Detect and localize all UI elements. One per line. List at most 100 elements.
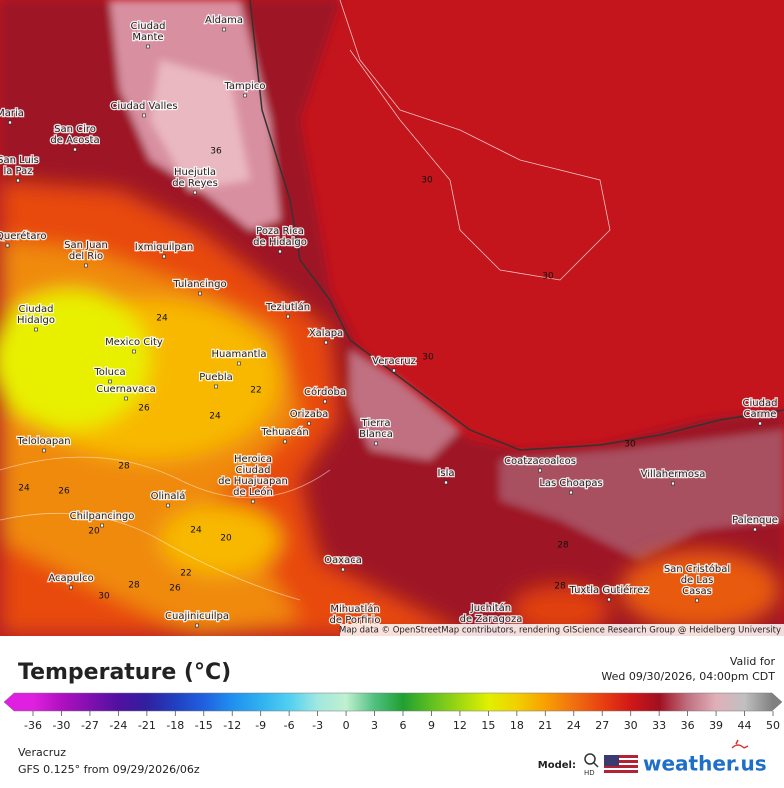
colorbar-tick-label: 18 (510, 719, 524, 732)
city-label: del Rio (69, 251, 103, 262)
city-marker (42, 448, 46, 453)
isotherm (0, 456, 331, 601)
city-label: Ciudad (743, 398, 778, 409)
city-label: Oaxaca (324, 555, 362, 566)
city-label: Isla (437, 468, 454, 479)
colorbar-tick-label: -15 (195, 719, 213, 732)
city-label: Las Choapas (539, 478, 602, 489)
contour-label: 22 (250, 386, 261, 396)
city-marker (341, 567, 345, 572)
warm-zone (510, 585, 610, 635)
colorbar-tick-label: -18 (166, 719, 184, 732)
lowland (350, 350, 460, 460)
city-label: de Zaragoza (460, 614, 523, 625)
city-label: Heroica (234, 454, 272, 465)
city-marker (569, 490, 573, 495)
city-marker (142, 113, 146, 118)
city-marker (374, 441, 378, 446)
flag (604, 755, 638, 775)
colorbar-tick-label: 9 (428, 719, 435, 732)
city-marker (758, 421, 762, 426)
city-marker (278, 249, 282, 254)
colorbar-tick-label: 50 (766, 719, 780, 732)
city-label: San Ciro (54, 124, 96, 135)
city-label: Hidalgo (17, 315, 55, 326)
city-label: Ciudad Valles (110, 101, 177, 112)
colorbar-tick-label: -24 (109, 719, 127, 732)
isotherm (339, 0, 611, 281)
city-label: de Hidalgo (253, 237, 307, 248)
city-marker (198, 291, 202, 296)
city-marker (100, 523, 104, 528)
contour-label: 24 (190, 526, 202, 536)
colorbar-tick-label: 21 (538, 719, 552, 732)
model-label: Model: (538, 760, 576, 771)
city-marker (444, 480, 448, 485)
city-label: Tampico (223, 81, 265, 92)
contour-label: 30 (98, 592, 110, 602)
city-label: Ciudad (131, 21, 166, 32)
attribution-bg (340, 624, 784, 636)
warm-zone (620, 550, 780, 630)
city-marker (16, 178, 20, 183)
valid-label: Valid for (730, 655, 776, 668)
city-marker (84, 263, 88, 268)
city-marker (124, 396, 128, 401)
city-label: Olinalá (151, 490, 186, 502)
contour-label: 24 (156, 314, 168, 324)
contour-label: 30 (422, 353, 434, 363)
city-label: Tuxtla Gutiérrez (568, 584, 648, 596)
city-label: Teloloapan (16, 436, 70, 447)
city-label: San Luis (0, 155, 39, 166)
brand: weather.us (643, 752, 767, 776)
city-label: de Huajuapan (218, 476, 288, 487)
city-label: Cuajinicuilpa (165, 611, 229, 622)
contour-label: 26 (138, 404, 150, 414)
city-marker (195, 623, 199, 628)
city-marker (695, 598, 699, 603)
city-label: Ciudad (236, 465, 271, 476)
city-marker (286, 314, 290, 319)
highland (150, 60, 250, 190)
city-label: San Cristóbal (664, 563, 730, 575)
city-label: Casas (682, 586, 712, 597)
colorbar-tick-label: -12 (223, 719, 241, 732)
colorbar-tick-label: 36 (681, 719, 695, 732)
search-icon (584, 753, 596, 765)
colorbar-tick-label: 39 (709, 719, 723, 732)
colorbar-tick-label: -21 (138, 719, 156, 732)
city-label: Carme (744, 409, 777, 420)
valid-time: Wed 09/30/2026, 04:00pm CDT (601, 670, 775, 683)
colorbar-tick-label: -3 (312, 719, 323, 732)
city-marker (753, 527, 757, 532)
city-label: Juchitán (470, 602, 511, 614)
location: Veracruz (18, 746, 66, 759)
city-label: Huamantla (211, 349, 266, 360)
attribution: Map data © OpenStreetMap contributors, r… (339, 626, 781, 636)
city-marker (307, 421, 311, 426)
city-label: Huejutla (174, 167, 216, 178)
colorbar-tick-label: 30 (624, 719, 638, 732)
city-label: la Paz (3, 166, 32, 177)
city-label: Veracruz (372, 356, 416, 367)
city-marker (283, 439, 287, 444)
contour-label: 26 (169, 584, 181, 594)
colorbar-tick-label: 33 (652, 719, 666, 732)
colorbar-ticks: -36 -30 -27 -24 -21 -18 -15 -12 -9 -6 -3 0 3 6 9 12 15 18… (24, 711, 780, 732)
city-label: Palenque (732, 515, 778, 526)
city-label: Acapulco (48, 573, 93, 584)
colorbar-tick-label: 6 (400, 719, 407, 732)
city-marker (193, 190, 197, 195)
city-marker (237, 361, 241, 366)
city-marker (162, 254, 166, 259)
lowland (500, 430, 784, 560)
city-label: Toluca (93, 367, 125, 378)
colorbar-tick-label: 0 (343, 719, 350, 732)
city-marker (323, 399, 327, 404)
city-marker (146, 44, 150, 49)
colorbar-tick-label: -36 (24, 719, 42, 732)
city-label: Tehuacán (260, 426, 308, 438)
city-label: Ixmiquilpan (135, 242, 193, 253)
contour-label: 26 (58, 487, 70, 497)
cool-zone (160, 505, 280, 575)
